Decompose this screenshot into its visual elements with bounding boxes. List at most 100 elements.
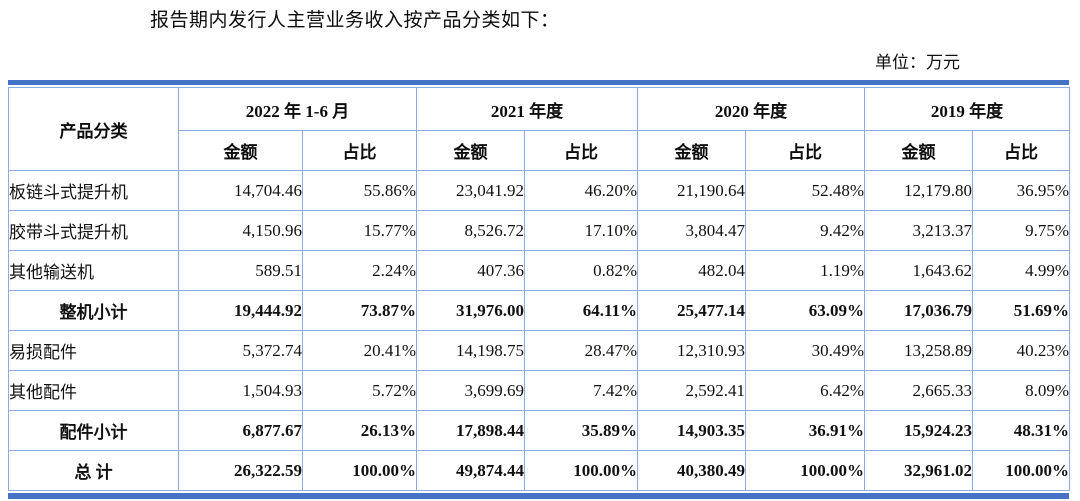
amount-cell: 19,444.92 [178, 290, 303, 331]
ratio-cell: 20.41% [301, 330, 418, 371]
header-amount-2021: 金额 [416, 130, 526, 171]
header-period-2019: 2019 年度 [864, 87, 1071, 131]
amount-cell: 15,924.23 [864, 410, 974, 451]
header-amount-2019: 金额 [864, 130, 974, 171]
ratio-cell: 40.23% [972, 330, 1071, 371]
ratio-cell: 100.00% [524, 450, 639, 491]
ratio-cell: 46.20% [524, 170, 639, 211]
header-period-2021: 2021 年度 [416, 87, 639, 131]
amount-cell: 32,961.02 [864, 450, 974, 491]
ratio-cell: 15.77% [301, 210, 418, 251]
product-category-cell: 胶带斗式提升机 [8, 210, 179, 251]
amount-cell: 31,976.00 [416, 290, 526, 331]
table-row: 配件小计 6,877.67 26.13% 17,898.44 35.89% 14,903.… [8, 410, 1071, 451]
table-row: 胶带斗式提升机 4,150.96 15.77% 8,526.72 17.10% 3,804… [8, 210, 1071, 251]
amount-cell: 49,874.44 [416, 450, 526, 491]
header-amount-2020: 金额 [637, 130, 747, 171]
ratio-cell: 100.00% [972, 450, 1071, 491]
amount-cell: 13,258.89 [864, 330, 974, 371]
ratio-cell: 2.24% [301, 250, 418, 291]
amount-cell: 2,665.33 [864, 370, 974, 411]
amount-cell: 17,036.79 [864, 290, 974, 331]
ratio-cell: 100.00% [301, 450, 418, 491]
document-page: 报告期内发行人主营业务收入按产品分类如下： 单位：万元 产品分类 2022 年 … [0, 8, 1080, 501]
revenue-table-wrap: 产品分类 2022 年 1-6 月 2021 年度 2020 年度 2019 年… [8, 80, 1071, 499]
amount-cell: 8,526.72 [416, 210, 526, 251]
amount-cell: 14,704.46 [178, 170, 303, 211]
amount-cell: 40,380.49 [637, 450, 747, 491]
ratio-cell: 1.19% [745, 250, 866, 291]
table-head: 产品分类 2022 年 1-6 月 2021 年度 2020 年度 2019 年… [8, 87, 1071, 171]
ratio-cell: 51.69% [972, 290, 1071, 331]
ratio-cell: 35.89% [524, 410, 639, 451]
ratio-cell: 9.42% [745, 210, 866, 251]
ratio-cell: 8.09% [972, 370, 1071, 411]
ratio-cell: 5.72% [301, 370, 418, 411]
amount-cell: 12,310.93 [637, 330, 747, 371]
product-category-cell: 板链斗式提升机 [8, 170, 179, 211]
header-ratio-2021: 占比 [524, 130, 639, 171]
amount-cell: 17,898.44 [416, 410, 526, 451]
header-amount-2022h1: 金额 [178, 130, 303, 171]
ratio-cell: 4.99% [972, 250, 1071, 291]
amount-cell: 26,322.59 [178, 450, 303, 491]
ratio-cell: 30.49% [745, 330, 866, 371]
ratio-cell: 0.82% [524, 250, 639, 291]
ratio-cell: 64.11% [524, 290, 639, 331]
amount-cell: 1,504.93 [178, 370, 303, 411]
table-row: 整机小计 19,444.92 73.87% 31,976.00 64.11% 25,477… [8, 290, 1071, 331]
header-product-category: 产品分类 [8, 87, 179, 171]
ratio-cell: 17.10% [524, 210, 639, 251]
ratio-cell: 26.13% [301, 410, 418, 451]
table-row: 其他输送机 589.51 2.24% 407.36 0.82% 482.04 1.19% 1,… [8, 250, 1071, 291]
unit-row: 单位：万元 [0, 51, 960, 74]
amount-cell: 14,198.75 [416, 330, 526, 371]
ratio-cell: 6.42% [745, 370, 866, 411]
ratio-cell: 63.09% [745, 290, 866, 331]
amount-cell: 25,477.14 [637, 290, 747, 331]
amount-cell: 4,150.96 [178, 210, 303, 251]
amount-cell: 21,190.64 [637, 170, 747, 211]
ratio-cell: 52.48% [745, 170, 866, 211]
table-row: 易损配件 5,372.74 20.41% 14,198.75 28.47% 12,310.… [8, 330, 1071, 371]
ratio-cell: 9.75% [972, 210, 1071, 251]
amount-cell: 6,877.67 [178, 410, 303, 451]
amount-cell: 3,804.47 [637, 210, 747, 251]
header-ratio-2019: 占比 [972, 130, 1071, 171]
header-ratio-2020: 占比 [745, 130, 866, 171]
product-category-cell: 其他输送机 [8, 250, 179, 291]
ratio-cell: 36.95% [972, 170, 1071, 211]
product-category-cell: 整机小计 [8, 290, 179, 331]
product-category-cell: 易损配件 [8, 330, 179, 371]
ratio-cell: 100.00% [745, 450, 866, 491]
unit-label: 单位：万元 [875, 53, 960, 72]
amount-cell: 407.36 [416, 250, 526, 291]
amount-cell: 482.04 [637, 250, 747, 291]
table-header-metric-row: 金额 占比 金额 占比 金额 占比 金额 占比 [9, 130, 1071, 171]
amount-cell: 589.51 [178, 250, 303, 291]
revenue-by-product-table: 产品分类 2022 年 1-6 月 2021 年度 2020 年度 2019 年… [8, 87, 1071, 491]
table-body: 板链斗式提升机 14,704.46 55.86% 23,041.92 46.20% 21,… [8, 170, 1071, 491]
ratio-cell: 7.42% [524, 370, 639, 411]
header-period-2020: 2020 年度 [637, 87, 866, 131]
table-header-period-row: 产品分类 2022 年 1-6 月 2021 年度 2020 年度 2019 年… [8, 87, 1071, 171]
amount-cell: 23,041.92 [416, 170, 526, 211]
header-ratio-2022h1: 占比 [301, 130, 418, 171]
ratio-cell: 28.47% [524, 330, 639, 371]
table-row: 其他配件 1,504.93 5.72% 3,699.69 7.42% 2,592.41 6.… [8, 370, 1071, 411]
ratio-cell: 55.86% [301, 170, 418, 211]
amount-cell: 3,213.37 [864, 210, 974, 251]
table-row: 板链斗式提升机 14,704.46 55.86% 23,041.92 46.20% 21,… [8, 170, 1071, 211]
page-title: 报告期内发行人主营业务收入按产品分类如下： [150, 10, 560, 31]
ratio-cell: 36.91% [745, 410, 866, 451]
product-category-cell: 总 计 [8, 450, 179, 491]
amount-cell: 3,699.69 [416, 370, 526, 411]
amount-cell: 12,179.80 [864, 170, 974, 211]
table-row: 总 计 26,322.59 100.00% 49,874.44 100.00% 40,38… [8, 450, 1071, 491]
ratio-cell: 48.31% [972, 410, 1071, 451]
product-category-cell: 配件小计 [8, 410, 179, 451]
amount-cell: 5,372.74 [178, 330, 303, 371]
ratio-cell: 73.87% [301, 290, 418, 331]
amount-cell: 2,592.41 [637, 370, 747, 411]
header-period-2022h1: 2022 年 1-6 月 [177, 87, 418, 131]
